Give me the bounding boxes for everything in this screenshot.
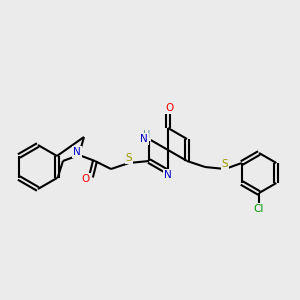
Text: N: N	[73, 147, 81, 157]
Text: Cl: Cl	[254, 204, 264, 214]
Text: O: O	[165, 103, 173, 113]
Text: S: S	[126, 153, 132, 163]
Text: N: N	[164, 170, 172, 180]
Text: S: S	[222, 159, 228, 169]
Text: N: N	[140, 134, 148, 144]
Text: H: H	[143, 130, 151, 140]
Text: O: O	[82, 174, 90, 184]
